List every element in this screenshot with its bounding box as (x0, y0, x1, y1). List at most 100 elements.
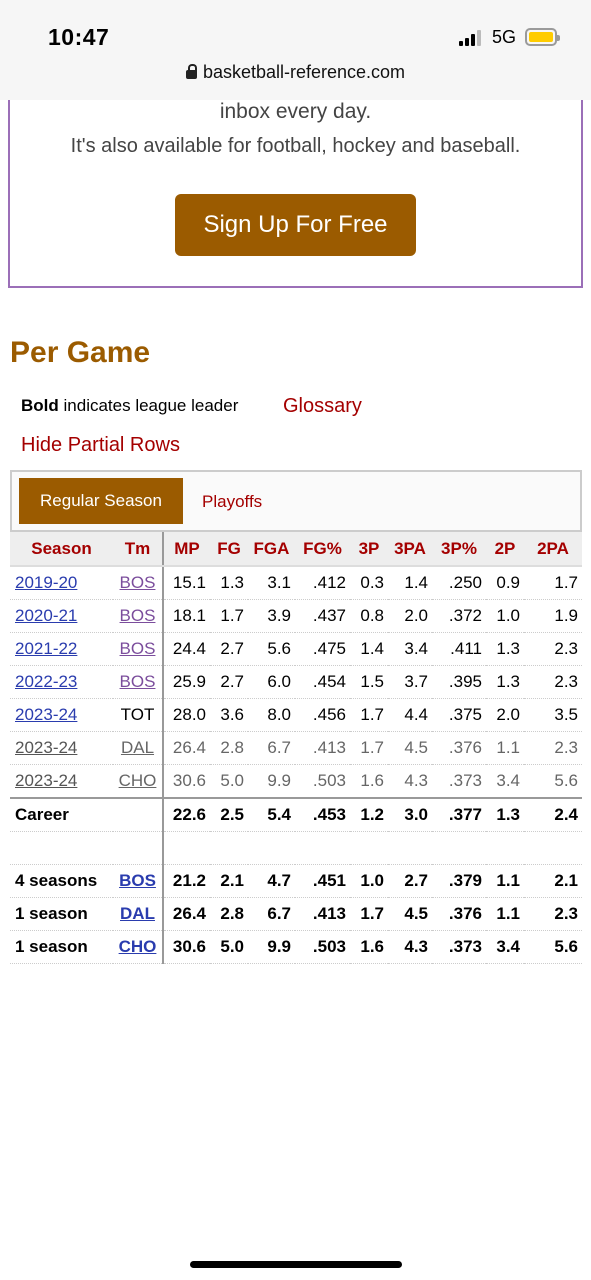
team-link[interactable]: CHO (118, 937, 157, 956)
team-cell: BOS (113, 566, 164, 600)
season-cell: 2021-22 (10, 632, 113, 666)
column-header-tm[interactable]: Tm (113, 532, 164, 567)
stat-cell: .413 (295, 731, 350, 765)
stat-cell: 4.5 (388, 731, 432, 765)
stat-cell: 2.7 (210, 665, 248, 699)
stat-cell: 5.6 (248, 632, 295, 666)
stat-cell: 1.7 (210, 599, 248, 633)
career-row: Career 22.6 2.5 5.4.453 1.2 3.0.377 1.3 2.4 (10, 797, 582, 832)
status-bar: 10:47 5G basketball-reference.com (0, 0, 591, 100)
team-link[interactable]: DAL (120, 738, 155, 757)
tab-playoffs[interactable]: Playoffs (202, 492, 263, 511)
url-text: basketball-reference.com (202, 62, 406, 82)
season-link[interactable]: 2022-23 (15, 672, 78, 691)
promo-text-line2: It's also available for football, hockey… (70, 135, 521, 157)
team-cell: CHO (113, 764, 164, 799)
season-cell: 2022-23 (10, 665, 113, 699)
column-header-mp[interactable]: MP (163, 532, 210, 567)
column-header-fg-pct[interactable]: FG% (295, 532, 350, 567)
column-header-3pa[interactable]: 3PA (388, 532, 432, 567)
team-link[interactable]: BOS (119, 871, 156, 890)
season-link[interactable]: 2023-24 (15, 738, 78, 757)
stat-cell: 8.0 (248, 698, 295, 732)
team-summary-row: 4 seasons BOS 21.2 2.1 4.7.451 1.0 2.7.379 1.1 2… (10, 864, 582, 898)
table-row: 2021-22 BOS 24.4 2.7 5.6.475 1.4 3.4.411 1.3 2.3 (10, 632, 582, 666)
stat-cell: 1.3 (486, 797, 524, 832)
battery-icon (525, 28, 560, 46)
stat-cell: 30.6 (163, 764, 210, 799)
season-link[interactable]: 2023-24 (15, 705, 78, 724)
team-cell: BOS (113, 599, 164, 633)
glossary-link[interactable]: Glossary (283, 395, 362, 417)
hide-partial-rows-link[interactable]: Hide Partial Rows (21, 434, 180, 456)
table-row: 2022-23 BOS 25.9 2.7 6.0.454 1.5 3.7.395 1.3 2.3 (10, 665, 582, 699)
column-header-fga[interactable]: FGA (248, 532, 295, 567)
stat-cell: 1.0 (486, 599, 524, 633)
table-row: 2019-20 BOS 15.1 1.3 3.1.412 0.3 1.4.250 0.9 1.7 (10, 566, 582, 600)
stat-cell: 2.0 (388, 599, 432, 633)
season-link[interactable]: 2020-21 (15, 606, 78, 625)
home-indicator[interactable] (190, 1261, 402, 1268)
stat-cell: 3.4 (388, 632, 432, 666)
stat-cell: 1.3 (486, 632, 524, 666)
stat-cell: 1.3 (210, 566, 248, 600)
column-header-3p[interactable]: 3P (350, 532, 388, 567)
season-link[interactable]: 2021-22 (15, 639, 78, 658)
team-summary-row: 1 season DAL 26.4 2.8 6.7.413 1.7 4.5.376 1.1 2.… (10, 897, 582, 931)
stat-cell: 2.7 (388, 864, 432, 898)
team-link[interactable]: BOS (119, 672, 156, 691)
stat-cell: 1.7 (350, 698, 388, 732)
stat-cell: 5.6 (524, 764, 582, 799)
team-link[interactable]: CHO (118, 771, 157, 790)
stat-cell: 4.4 (388, 698, 432, 732)
team-link[interactable]: BOS (119, 639, 156, 658)
stat-cell: 2.3 (524, 665, 582, 699)
stat-cell: 1.1 (486, 864, 524, 898)
stat-cell: 18.1 (163, 599, 210, 633)
stat-cell: 1.5 (350, 665, 388, 699)
column-header-2p[interactable]: 2P (486, 532, 524, 567)
stat-cell: 21.2 (163, 864, 210, 898)
stat-cell: .412 (295, 566, 350, 600)
stat-cell: 6.0 (248, 665, 295, 699)
stat-cell: 2.3 (524, 632, 582, 666)
stat-cell: .503 (295, 930, 350, 964)
stat-cell: .451 (295, 864, 350, 898)
season-cell: 2023-24 (10, 698, 113, 732)
column-header-season[interactable]: Season (10, 532, 113, 567)
stat-cell: 2.1 (210, 864, 248, 898)
promo-text-line1: inbox every day. (219, 100, 372, 123)
stat-cell: .372 (432, 599, 486, 633)
stat-cell: .376 (432, 897, 486, 931)
stat-cell: .377 (432, 797, 486, 832)
stat-cell: 1.1 (486, 731, 524, 765)
stat-cell: 1.6 (350, 764, 388, 799)
spacer-row (10, 831, 582, 865)
stat-cell: 2.0 (486, 698, 524, 732)
season-link[interactable]: 2019-20 (15, 573, 78, 592)
season-type-tabs: Regular Season Playoffs (10, 470, 582, 532)
network-type: 5G (492, 27, 517, 47)
season-link[interactable]: 2023-24 (15, 771, 78, 790)
stat-cell: .411 (432, 632, 486, 666)
stat-cell: 9.9 (248, 764, 295, 799)
column-header-fg[interactable]: FG (210, 532, 248, 567)
stat-cell: 30.6 (163, 930, 210, 964)
team-cell: TOT (113, 698, 164, 732)
table-row: 2023-24 TOT 28.0 3.6 8.0.456 1.7 4.4.375 2.0 3.5 (10, 698, 582, 732)
stat-cell: 25.9 (163, 665, 210, 699)
stat-cell: 3.1 (248, 566, 295, 600)
team-link[interactable]: BOS (119, 573, 156, 592)
column-header-2pa[interactable]: 2PA (524, 532, 582, 567)
stat-cell: 1.2 (350, 797, 388, 832)
stat-cell: 22.6 (163, 797, 210, 832)
team-cell: BOS (113, 665, 164, 699)
address-bar[interactable]: basketball-reference.com (0, 62, 591, 83)
column-header-3p-pct[interactable]: 3P% (432, 532, 486, 567)
tab-regular-season[interactable]: Regular Season (19, 478, 183, 524)
table-row: 2023-24 DAL 26.4 2.8 6.7.413 1.7 4.5.376 1.1 2.3 (10, 731, 582, 765)
team-summary-row: 1 season CHO 30.6 5.0 9.9.503 1.6 4.3.373 3.4 5.… (10, 930, 582, 964)
sign-up-button[interactable]: Sign Up For Free (175, 194, 416, 256)
team-link[interactable]: DAL (120, 904, 155, 923)
team-link[interactable]: BOS (119, 606, 156, 625)
